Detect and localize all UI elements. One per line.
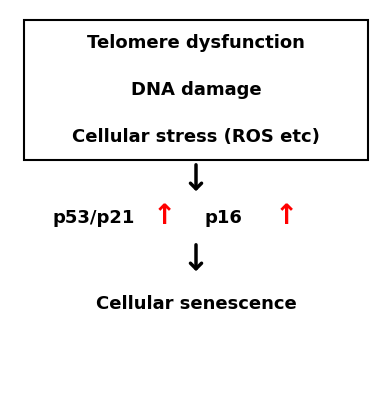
Text: Cellular stress (ROS etc): Cellular stress (ROS etc) (72, 128, 320, 146)
Text: ↑: ↑ (274, 202, 298, 230)
Text: p16: p16 (205, 209, 242, 227)
Text: DNA damage: DNA damage (131, 81, 261, 99)
Text: p53/p21: p53/p21 (53, 209, 135, 227)
Text: Telomere dysfunction: Telomere dysfunction (87, 34, 305, 52)
Text: ↑: ↑ (153, 202, 176, 230)
FancyBboxPatch shape (24, 20, 368, 160)
Text: Cellular senescence: Cellular senescence (96, 295, 296, 313)
